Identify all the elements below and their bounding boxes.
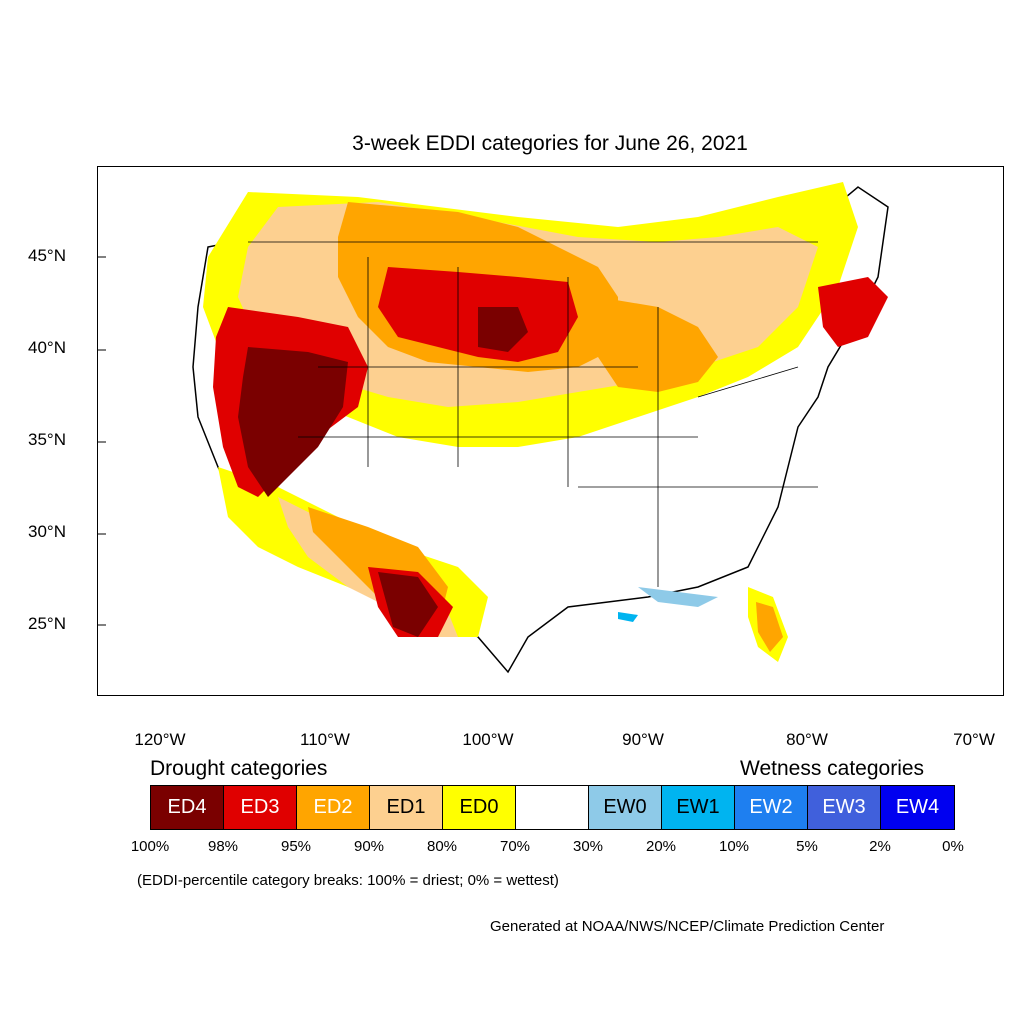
- lat-label-35: 35°N: [28, 430, 66, 449]
- legend-swatch-ew1: EW1: [662, 786, 735, 829]
- lat-ticks: [98, 256, 106, 626]
- break-label: 100%: [130, 838, 170, 855]
- lat-label-25: 25°N: [28, 614, 66, 633]
- break-label: 95%: [280, 838, 312, 855]
- legend-swatch-neutral: [516, 786, 589, 829]
- credit-line: Generated at NOAA/NWS/NCEP/Climate Predi…: [490, 918, 885, 935]
- ed3-region-northeast: [818, 277, 888, 347]
- break-label: 5%: [796, 838, 818, 855]
- ew0-region-gulf: [638, 587, 718, 607]
- ed4-region-dakotas: [478, 307, 528, 352]
- break-label: 98%: [207, 838, 239, 855]
- break-label: 70%: [499, 838, 531, 855]
- category-legend-bar: ED4 ED3 ED2 ED1 ED0 EW0 EW1 EW2 EW3 EW4: [150, 785, 955, 830]
- ed4-region-mexico: [378, 572, 438, 637]
- break-label: 10%: [718, 838, 750, 855]
- lat-label-40: 40°N: [28, 338, 66, 357]
- legend-swatch-ed2: ED2: [297, 786, 370, 829]
- break-label: 20%: [645, 838, 677, 855]
- break-label: 90%: [353, 838, 385, 855]
- legend-swatch-ed1: ED1: [370, 786, 443, 829]
- wetness-legend-title: Wetness categories: [740, 757, 925, 780]
- ed2-florida: [756, 602, 783, 652]
- lat-label-30: 30°N: [28, 522, 66, 541]
- drought-legend-title: Drought categories: [150, 757, 328, 780]
- break-label: 0%: [942, 838, 964, 855]
- break-label: 30%: [572, 838, 604, 855]
- lon-label-80: 80°W: [786, 730, 828, 749]
- legend-swatch-ew4: EW4: [881, 786, 954, 829]
- legend-swatch-ed0: ED0: [443, 786, 516, 829]
- legend-swatch-ew0: EW0: [589, 786, 662, 829]
- lon-label-90: 90°W: [622, 730, 664, 749]
- eddi-map: [98, 182, 889, 674]
- break-label: 2%: [869, 838, 891, 855]
- legend-swatch-ed4: ED4: [151, 786, 224, 829]
- break-label: 80%: [426, 838, 458, 855]
- map-panel: [97, 166, 1004, 696]
- ed4-region-great-basin: [238, 347, 348, 497]
- lon-label-100: 100°W: [462, 730, 514, 749]
- lat-label-45: 45°N: [28, 246, 66, 265]
- legend-swatch-ew2: EW2: [735, 786, 808, 829]
- state-borders: [248, 241, 818, 587]
- lon-label-110: 110°W: [300, 730, 350, 749]
- legend-swatch-ed3: ED3: [224, 786, 297, 829]
- lon-label-120: 120°W: [134, 730, 186, 749]
- chart-title: 3-week EDDI categories for June 26, 2021: [352, 132, 748, 155]
- ew1-region-gulf: [618, 612, 638, 622]
- percentile-note: (EDDI-percentile category breaks: 100% =…: [137, 872, 559, 889]
- legend-swatch-ew3: EW3: [808, 786, 881, 829]
- lon-label-70: 70°W: [953, 730, 995, 749]
